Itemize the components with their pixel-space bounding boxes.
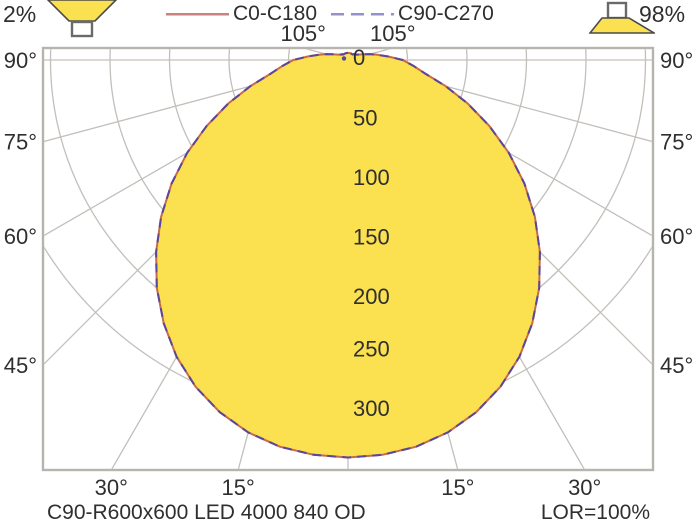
angle-tick-label: 15°: [441, 475, 474, 500]
origin-dot: [341, 56, 347, 61]
chart-frame: [41, 46, 655, 472]
angle-tick-label: 15°: [222, 475, 255, 500]
legend-item-c0: C0-C180: [166, 2, 317, 26]
angle-tick-label: 105°: [370, 21, 416, 46]
legend: C0-C180 C90-C270: [166, 2, 494, 26]
angle-tick-label: 60°: [4, 224, 37, 249]
legend-label-c90: C90-C270: [398, 2, 494, 25]
radial-tick-label: 100: [353, 165, 390, 190]
angle-tick-label: 30°: [568, 475, 601, 500]
grid-radial-line: [44, 59, 349, 143]
upward-light-icon: [47, 0, 117, 38]
intensity-curve-c0: [155, 51, 541, 459]
radial-tick-label: 200: [353, 284, 390, 309]
radial-tick-label: 250: [353, 337, 390, 362]
intensity-curve-c90: [155, 51, 541, 459]
radial-tick-label: 150: [353, 225, 390, 250]
upward-light-percent: 2%: [3, 1, 37, 27]
downward-light-icon: [589, 1, 655, 34]
angle-tick-label: 60°: [660, 224, 693, 249]
radial-tick-label: 50: [353, 106, 377, 131]
grid-radial-line: [347, 59, 652, 143]
angle-tick-label: 45°: [4, 353, 37, 378]
angle-tick-label: 90°: [660, 48, 693, 73]
angle-tick-label: 45°: [660, 353, 693, 378]
angle-tick-label: 30°: [95, 475, 128, 500]
legend-label-c0: C0-C180: [233, 2, 318, 25]
downward-light-percent: 98%: [639, 1, 686, 27]
legend-solid-line-icon: [166, 12, 229, 16]
luminaire-title: C90-R600x600 LED 4000 840 OD: [47, 501, 366, 524]
lor-value: LOR=100%: [540, 501, 650, 524]
legend-item-c90: C90-C270: [331, 2, 494, 26]
radial-tick-label: 0: [353, 45, 365, 70]
angle-tick-label: 90°: [4, 48, 37, 73]
angle-tick-label: 75°: [4, 130, 37, 155]
radial-tick-label: 300: [353, 396, 390, 421]
angle-tick-label: 75°: [660, 130, 693, 155]
legend-dashed-line-icon: [331, 12, 395, 16]
angle-tick-label: 105°: [280, 21, 326, 46]
